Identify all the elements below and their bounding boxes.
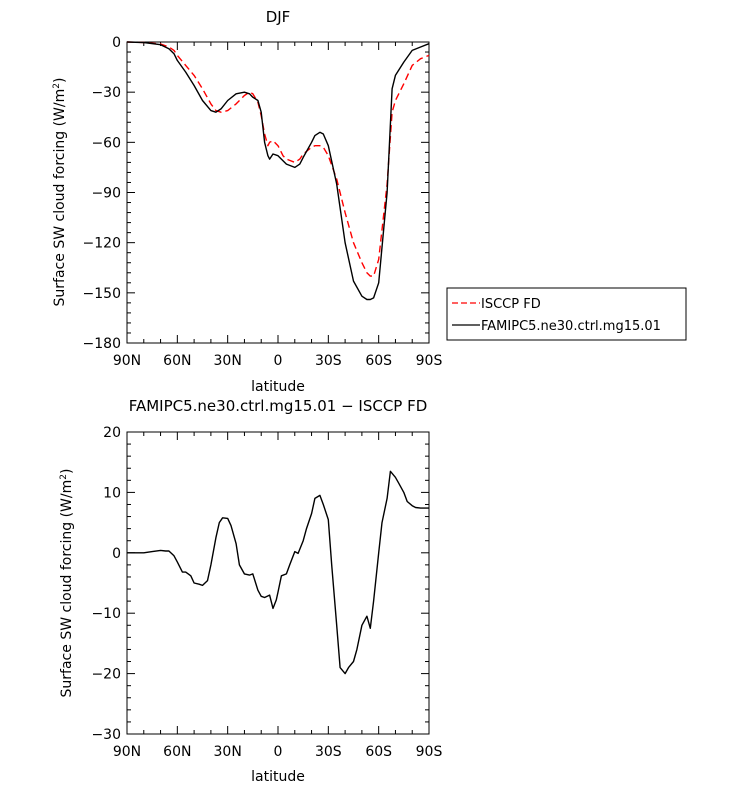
top-ytick-label: −180 bbox=[83, 336, 121, 352]
bottom-ytick-label: −20 bbox=[91, 667, 121, 683]
legend-label-isccp: ISCCP FD bbox=[481, 297, 541, 312]
top-xtick-label: 30S bbox=[315, 353, 342, 369]
bottom-series-line-difference bbox=[127, 470, 429, 675]
top-ytick-label: −120 bbox=[83, 236, 121, 252]
top-xtick-label: 60S bbox=[365, 353, 392, 369]
bottom-ytick-label: 10 bbox=[103, 485, 121, 501]
bottom-chart-xlabel: latitude bbox=[251, 769, 305, 785]
legend: ISCCP FD FAMIPC5.ne30.ctrl.mg15.01 bbox=[446, 287, 687, 341]
legend-label-famip: FAMIPC5.ne30.ctrl.mg15.01 bbox=[481, 319, 661, 334]
top-xtick-label: 90N bbox=[113, 353, 141, 369]
bottom-xtick-label: 90N bbox=[113, 744, 141, 760]
top-chart-ylabel: Surface SW cloud forcing (W/m2) bbox=[52, 78, 68, 307]
top-ytick-label: 0 bbox=[112, 35, 121, 51]
legend-box bbox=[446, 287, 687, 341]
bottom-xtick-label: 30S bbox=[315, 744, 342, 760]
bottom-ytick-label: 0 bbox=[112, 546, 121, 562]
top-ytick-label: −60 bbox=[91, 135, 121, 151]
bottom-xtick-label: 0 bbox=[274, 744, 283, 760]
top-xtick-label: 90S bbox=[416, 353, 443, 369]
bottom-ytick-label: −10 bbox=[91, 606, 121, 622]
top-chart-title: DJF bbox=[266, 8, 291, 26]
top-xtick-label: 60N bbox=[163, 353, 191, 369]
top-ytick-label: −30 bbox=[91, 85, 121, 101]
bottom-xtick-label: 60N bbox=[163, 744, 191, 760]
top-ytick-label: −90 bbox=[91, 186, 121, 202]
top-xtick-label: 30N bbox=[214, 353, 242, 369]
bottom-ytick-label: −30 bbox=[91, 727, 121, 743]
top-series-line-famipc5-ne30-ctrl-mg15-01 bbox=[126, 41, 430, 301]
bottom-chart: FAMIPC5.ne30.ctrl.mg15.01 − ISCCP FD 90N… bbox=[59, 397, 442, 785]
bottom-xtick-label: 30N bbox=[214, 744, 242, 760]
top-series-line-isccp-fd bbox=[126, 41, 430, 277]
bottom-xtick-label: 90S bbox=[416, 744, 443, 760]
bottom-chart-title: FAMIPC5.ne30.ctrl.mg15.01 − ISCCP FD bbox=[129, 397, 428, 415]
bottom-chart-ylabel: Surface SW cloud forcing (W/m2) bbox=[59, 469, 75, 698]
top-xtick-label: 0 bbox=[274, 353, 283, 369]
top-ytick-label: −150 bbox=[83, 286, 121, 302]
top-chart-xlabel: latitude bbox=[251, 379, 305, 395]
bottom-chart-frame bbox=[126, 431, 430, 735]
top-chart-frame bbox=[126, 41, 430, 344]
bottom-ytick-label: 20 bbox=[103, 425, 121, 441]
bottom-xtick-label: 60S bbox=[365, 744, 392, 760]
top-chart: DJF 90N 60N 30N 0 30S 60S 90S 0 −30 −60 −90 −120 −15… bbox=[52, 8, 442, 395]
